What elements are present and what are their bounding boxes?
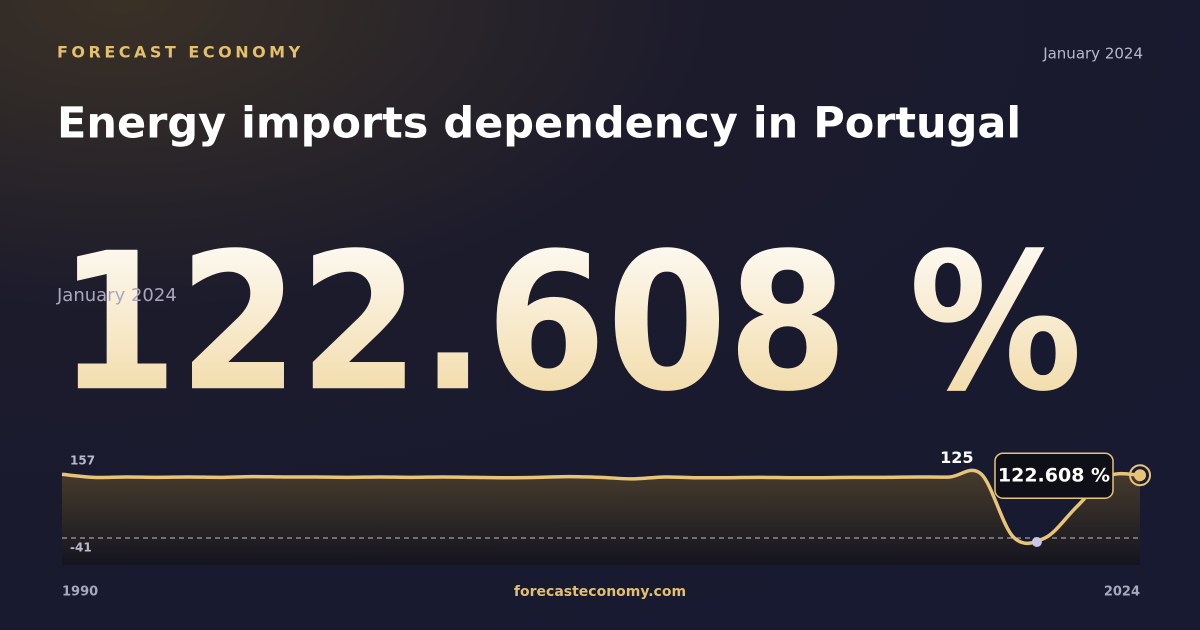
last-point <box>1134 469 1146 482</box>
callout-label: 122.608 % <box>998 465 1110 487</box>
x-tick-label: 2024 <box>1104 585 1140 600</box>
y-tick-label: 157 <box>70 454 95 468</box>
headline-date: January 2024 <box>56 285 177 306</box>
brand: FORECAST ECONOMY <box>57 43 304 62</box>
callout-box <box>994 452 1114 499</box>
footer: forecasteconomy.com <box>514 584 686 600</box>
data-line <box>61 468 1141 546</box>
date: January 2024 <box>1042 45 1143 63</box>
sparkline: 125 122.608 % -41 157 1990 2024 <box>61 448 1151 600</box>
x-tick-label: 1990 <box>62 585 98 600</box>
min-point <box>1031 537 1042 547</box>
area-fill <box>62 470 1140 565</box>
y-tick-label: -41 <box>70 541 92 555</box>
headline-value: 122.608 % <box>58 212 1083 433</box>
value-label: 125 <box>940 448 973 467</box>
title: Energy imports dependency in Portugal <box>57 99 1021 149</box>
last-point-ring <box>1129 464 1151 487</box>
